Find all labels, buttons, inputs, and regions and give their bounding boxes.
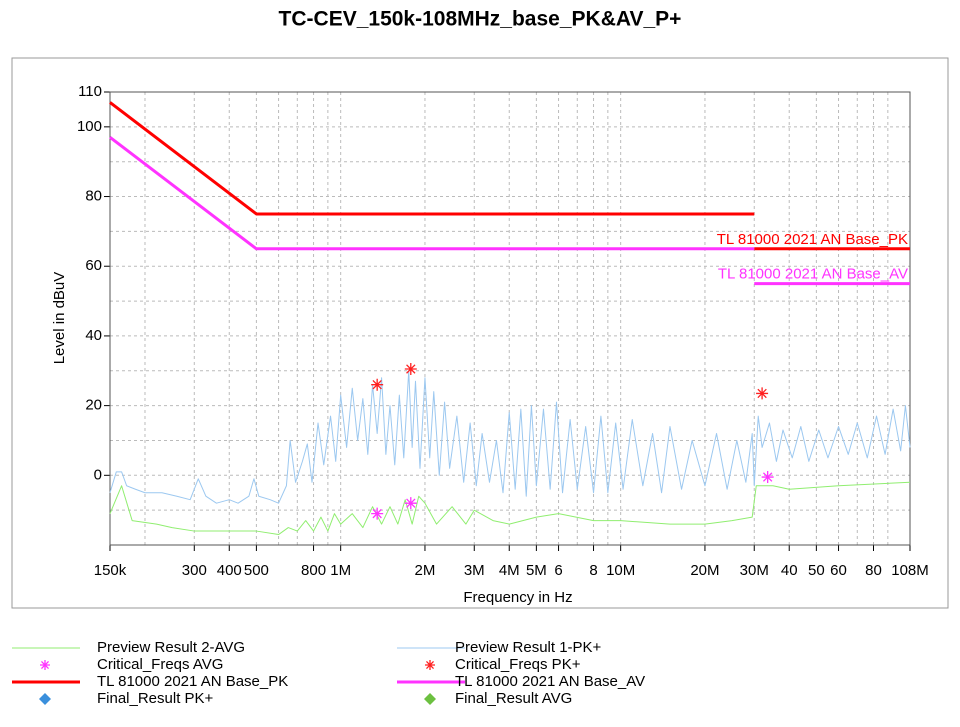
series-line xyxy=(109,101,910,251)
critical-marker xyxy=(371,507,384,520)
y-tick-label: 60 xyxy=(85,257,102,274)
series-line xyxy=(109,136,910,286)
y-tick-label: 110 xyxy=(78,83,102,100)
x-tick-label: 108M xyxy=(891,562,929,579)
x-tick-label: 5M xyxy=(526,562,547,579)
legend-symbol xyxy=(39,693,51,705)
series-line xyxy=(109,481,911,536)
legend-symbol xyxy=(424,693,436,705)
x-tick-label: 3M xyxy=(464,562,485,579)
x-tick-label: 500 xyxy=(244,562,269,579)
legend-label: Preview Result 1-PK+ xyxy=(455,639,602,656)
x-axis-label: Frequency in Hz xyxy=(463,589,572,606)
x-tick-label: 30M xyxy=(740,562,769,579)
y-axis-label: Level in dBuV xyxy=(51,272,68,365)
plot-area xyxy=(109,91,911,546)
critical-marker xyxy=(756,387,769,400)
y-tick-label: 20 xyxy=(85,397,102,414)
y-tick-label: 40 xyxy=(85,327,102,344)
legend-label: Preview Result 2-AVG xyxy=(97,639,245,656)
x-tick-label: 400 xyxy=(217,562,242,579)
legend-label: Critical_Freqs AVG xyxy=(97,656,223,673)
critical-marker xyxy=(371,378,384,391)
legend-label: TL 81000 2021 AN Base_AV xyxy=(455,673,645,690)
critical-marker xyxy=(761,471,774,484)
y-tick-label: 100 xyxy=(77,118,102,135)
y-tick-label: 0 xyxy=(94,466,102,483)
critical-marker xyxy=(404,363,417,376)
x-tick-label: 20M xyxy=(690,562,719,579)
legend-label: Final_Result PK+ xyxy=(97,690,214,707)
x-tick-label: 60 xyxy=(830,562,847,579)
x-tick-label: 8 xyxy=(589,562,597,579)
x-tick-label: 80 xyxy=(865,562,882,579)
legend-symbol xyxy=(40,660,50,670)
limit-annotation: TL 81000 2021 AN Base_AV xyxy=(718,266,908,283)
x-tick-label: 10M xyxy=(606,562,635,579)
x-tick-label: 800 xyxy=(301,562,326,579)
chart-title: TC-CEV_150k-108MHz_base_PK&AV_P+ xyxy=(279,8,682,31)
x-tick-label: 1M xyxy=(330,562,351,579)
critical-marker xyxy=(404,497,417,510)
y-tick-label: 80 xyxy=(85,188,102,205)
x-tick-label: 40 xyxy=(781,562,798,579)
legend-label: TL 81000 2021 AN Base_PK xyxy=(97,673,288,690)
legend-label: Critical_Freqs PK+ xyxy=(455,656,581,673)
x-tick-label: 300 xyxy=(182,562,207,579)
x-tick-label: 50 xyxy=(808,562,825,579)
x-tick-label: 4M xyxy=(499,562,520,579)
x-tick-label: 2M xyxy=(415,562,436,579)
chart-frame xyxy=(11,57,949,609)
legend-symbol xyxy=(425,660,435,670)
x-tick-label: 150k xyxy=(94,562,127,579)
legend-label: Final_Result AVG xyxy=(455,690,572,707)
limit-annotation: TL 81000 2021 AN Base_PK xyxy=(717,231,908,248)
series-line xyxy=(109,370,911,504)
x-tick-label: 6 xyxy=(554,562,562,579)
